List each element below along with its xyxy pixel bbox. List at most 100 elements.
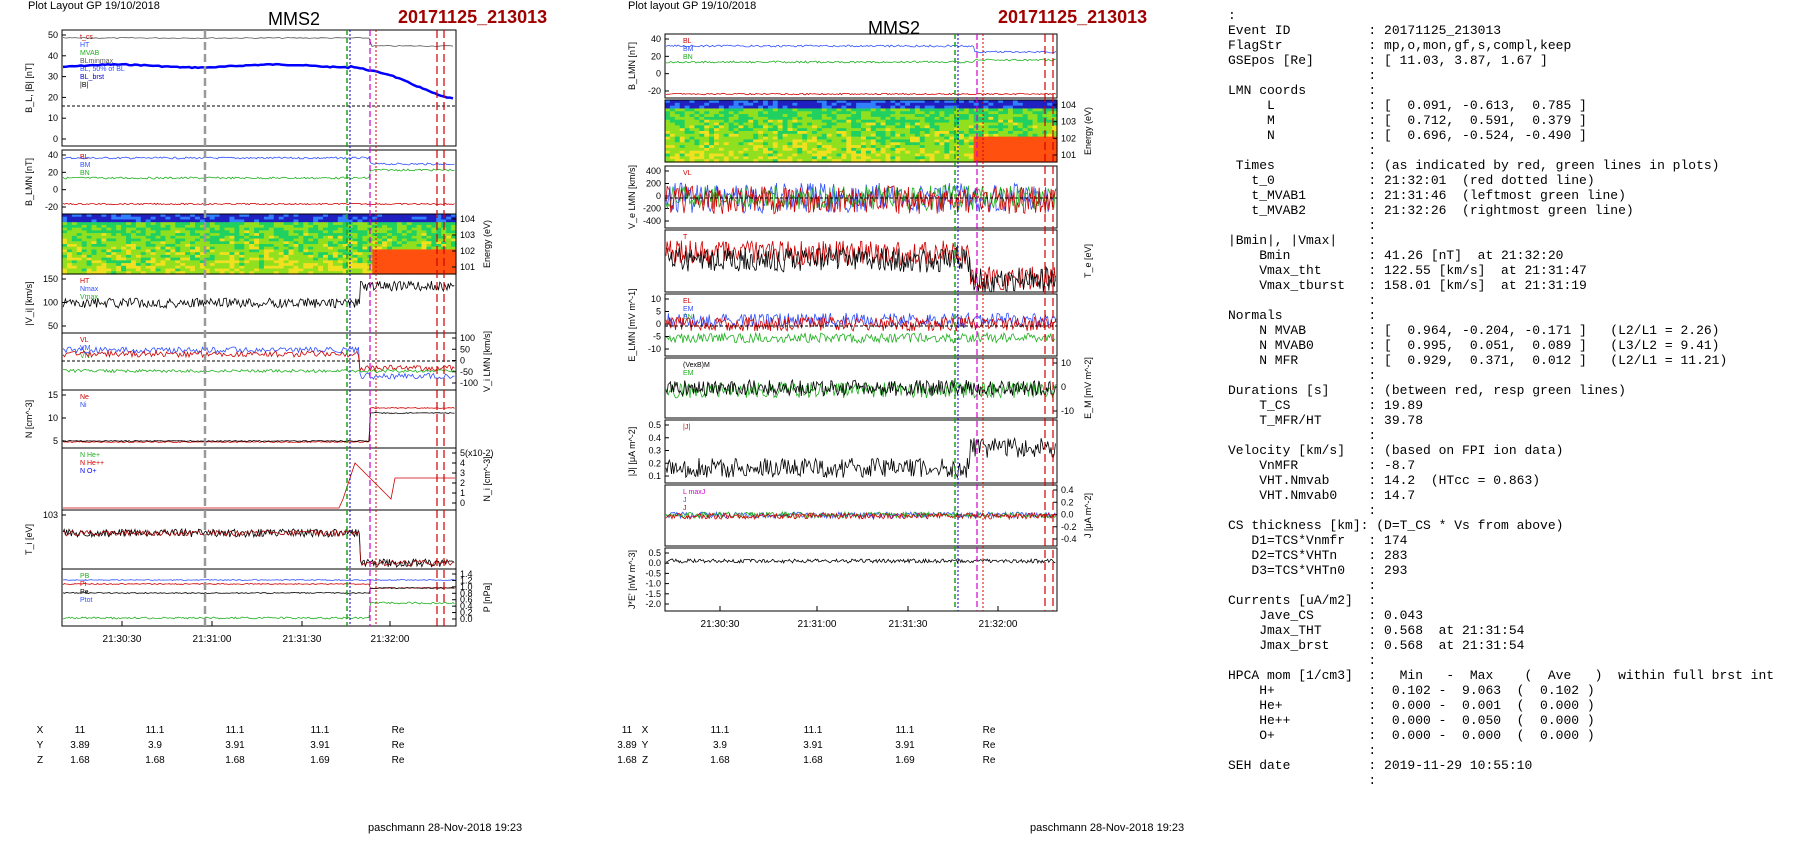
y-tick-label: 40 — [651, 34, 661, 44]
spectrogram-cell — [308, 246, 314, 251]
spectrogram-cell — [298, 233, 304, 237]
spectrogram-cell — [939, 139, 945, 143]
spectrogram-cell — [870, 142, 877, 146]
info-line: HPCA mom [1/cm3] : Min - Max ( Ave ) wit… — [1228, 668, 1775, 683]
spectrogram-cell — [812, 159, 818, 163]
spectrogram-cell — [229, 238, 235, 242]
spectrogram-cell — [337, 238, 344, 242]
spectrogram-cell — [1027, 147, 1034, 152]
spectrogram-cell — [446, 238, 452, 242]
spectrogram-cell — [411, 222, 418, 226]
spectrogram-cell — [998, 111, 1004, 115]
spectrogram-cell — [145, 244, 152, 248]
spectrogram-cell — [718, 136, 725, 141]
spectrogram-cell — [91, 268, 98, 272]
spectrogram-cell — [288, 268, 295, 272]
spectrogram-cell — [357, 241, 364, 245]
spectrogram-cell — [826, 153, 833, 157]
spectrogram-cell — [278, 263, 285, 267]
spectrogram-cell — [738, 116, 744, 121]
legend-entry: J — [683, 497, 687, 504]
spectrogram-cell — [1032, 139, 1038, 143]
spectrogram-cell — [298, 252, 304, 256]
spectrogram-cell — [753, 111, 759, 115]
spectrogram-cell — [406, 219, 413, 223]
spectrogram-cell — [767, 116, 774, 121]
spectrogram-cell — [327, 224, 334, 229]
spectrogram-cell — [861, 136, 867, 141]
spectrogram-cell — [332, 241, 339, 245]
spectrogram-cell — [861, 147, 867, 152]
spectrogram-cell — [787, 108, 793, 112]
spectrogram-cell — [155, 224, 162, 229]
y-tick-label: -1.0 — [645, 579, 661, 589]
spectrogram-cell — [753, 142, 759, 146]
y-tick-label: 10 — [1061, 358, 1071, 368]
spectrogram-cell — [170, 246, 176, 251]
spectrogram-cell — [86, 219, 93, 223]
spectrogram-cell — [436, 241, 442, 245]
spectrogram-cell — [234, 241, 240, 245]
spectrogram-cell — [728, 145, 735, 149]
spectrogram-cell — [1008, 133, 1014, 138]
spectrogram-cell — [1022, 150, 1029, 155]
spectrogram-cell — [777, 150, 784, 155]
spectrogram-cell — [76, 252, 83, 256]
spectrogram-cell — [416, 265, 423, 270]
spectrogram-cell — [782, 100, 789, 104]
spectrogram-cell — [772, 139, 779, 143]
spectrogram-cell — [743, 133, 749, 138]
spectrogram-cell — [846, 122, 852, 126]
spectrogram-cell — [239, 263, 245, 267]
spectrogram-cell — [988, 159, 994, 163]
spectrogram-cell — [372, 241, 378, 245]
spectrogram-cell — [728, 131, 735, 135]
info-line: Jmax_brst : 0.568 at 21:31:54 — [1228, 638, 1525, 653]
spectrogram-cell — [674, 105, 681, 110]
spectrogram-cell — [234, 219, 240, 223]
spectrogram-cell — [988, 136, 994, 141]
spectrogram-cell — [86, 227, 93, 231]
spectrogram-cell — [204, 233, 211, 237]
spectrogram-cell — [352, 224, 359, 229]
spectrogram-cell — [1022, 156, 1029, 160]
spectrogram-cell — [254, 260, 260, 264]
spectrogram-cell — [861, 128, 867, 132]
spectrogram-cell — [76, 238, 83, 242]
spectrogram-cell — [194, 235, 201, 240]
spectrogram-cell — [263, 257, 270, 261]
spectrogram-cell — [86, 252, 93, 256]
spectrogram-cell — [283, 219, 290, 223]
spectrogram-cell — [973, 111, 980, 115]
spectrogram-cell — [870, 116, 877, 121]
spectrogram-cell — [66, 268, 73, 272]
spectrogram-cell — [924, 136, 931, 141]
spectrogram-cell — [150, 224, 157, 229]
data-trace — [665, 44, 1057, 54]
spectrogram-cell — [973, 156, 980, 160]
spectrogram-cell — [910, 116, 916, 121]
spectrogram-cell — [919, 156, 926, 160]
spectrogram-cell — [411, 219, 418, 223]
spectrogram-cell — [372, 233, 378, 237]
spectrogram-cell — [391, 238, 398, 242]
spectrogram-cell — [352, 227, 359, 231]
spectrogram-cell — [787, 139, 793, 143]
spectrogram-cell — [204, 249, 211, 253]
spectrogram-cell — [748, 125, 754, 129]
spectrogram-cell — [841, 150, 847, 155]
spectrogram-cell — [797, 150, 803, 155]
spectrogram-cell — [674, 128, 681, 132]
spectrogram-cell — [170, 219, 176, 223]
spectrogram-cell — [993, 150, 999, 155]
spectrogram-cell — [787, 153, 793, 157]
spectrogram-cell — [401, 222, 408, 226]
y-tick-label: 50 — [460, 344, 470, 354]
spectrogram-cell — [699, 150, 705, 155]
spectrogram-cell — [949, 116, 955, 121]
spectrogram-cell — [150, 227, 157, 231]
spectrogram-cell — [704, 136, 710, 141]
spectrogram-cell — [165, 263, 171, 267]
